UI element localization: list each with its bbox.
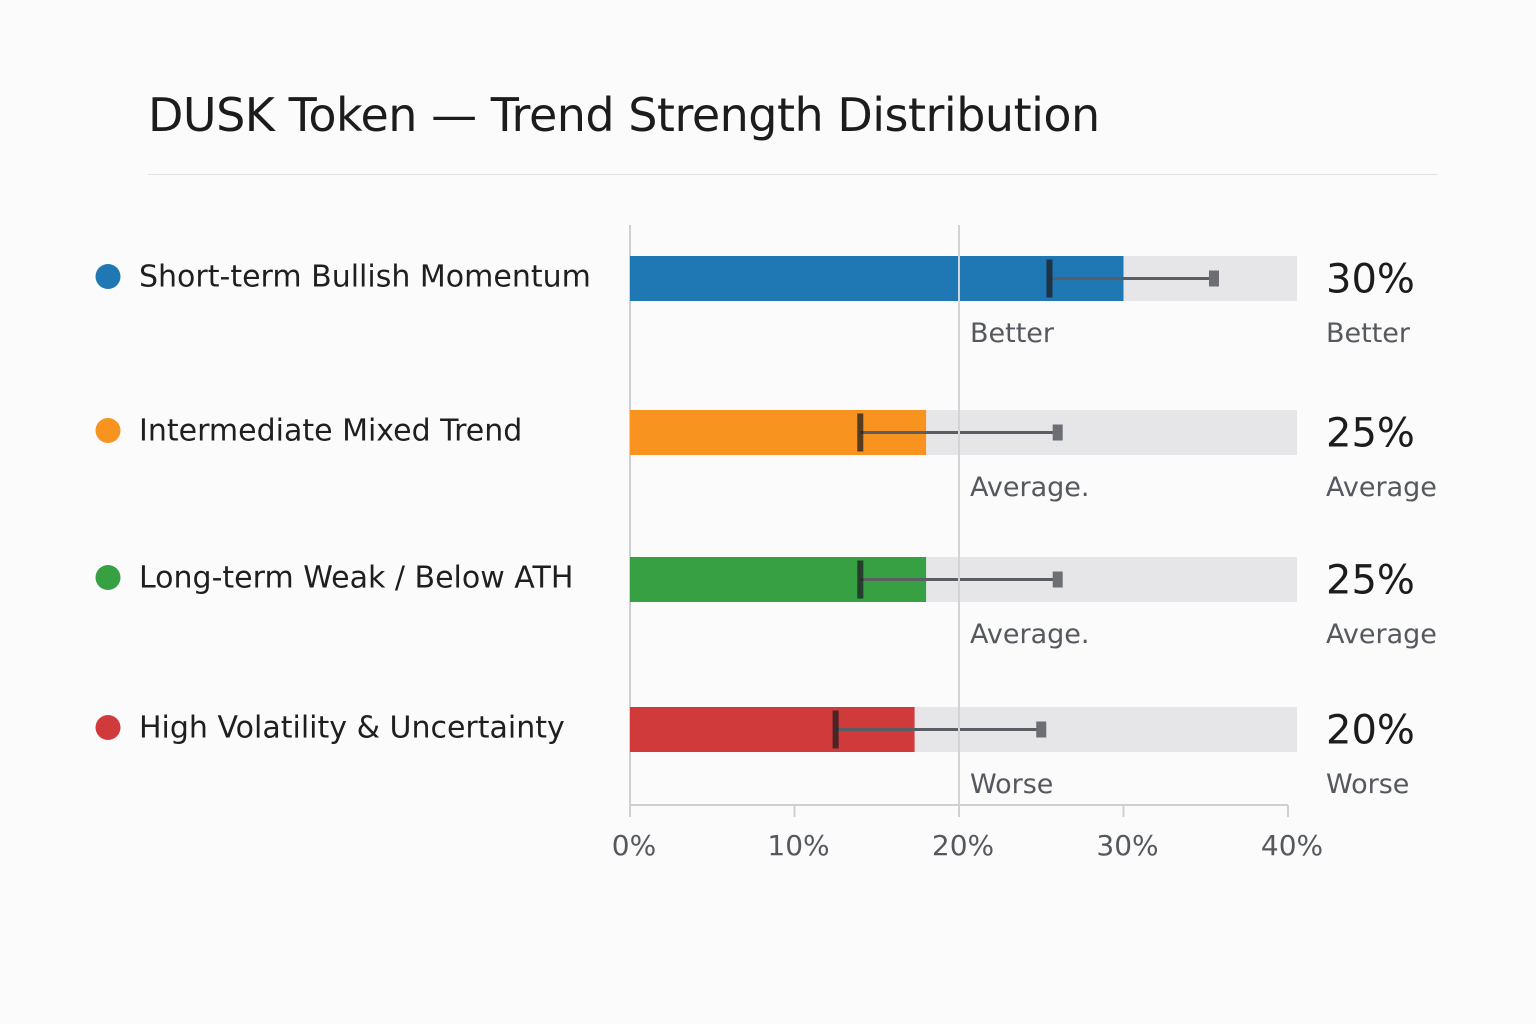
marker-tick — [832, 710, 839, 749]
category-dot — [95, 418, 121, 443]
rating-right: Average — [1326, 472, 1437, 503]
rating-right: Better — [1326, 318, 1411, 349]
range-end-cap — [1052, 424, 1063, 441]
rating-below-bar: Average. — [970, 619, 1089, 650]
value-label: 20% — [1326, 708, 1415, 754]
title-divider — [148, 174, 1438, 175]
category-label: Long-term Weak / Below ATH — [139, 561, 573, 596]
category-dot — [95, 565, 121, 590]
range-end-cap — [1036, 721, 1047, 738]
value-label: 30% — [1326, 257, 1415, 303]
category-dot — [95, 264, 121, 289]
rating-right: Worse — [1326, 769, 1409, 800]
category-label: Intermediate Mixed Trend — [139, 414, 522, 449]
marker-tick — [1046, 259, 1053, 298]
rating-right: Average — [1326, 619, 1437, 650]
x-tick-label: 30% — [1096, 829, 1158, 862]
value-label: 25% — [1326, 411, 1415, 457]
category-label: Short-term Bullish Momentum — [139, 260, 591, 295]
marker-tick — [857, 560, 864, 599]
x-tick-label: 0% — [612, 829, 656, 862]
chart-rows: Short-term Bullish Momentum Better 30% Bett… — [95, 225, 1437, 805]
range-end-cap — [1052, 571, 1063, 588]
range-end-cap — [1208, 270, 1219, 287]
x-tick-label: 10% — [767, 829, 829, 862]
category-label: High Volatility & Uncertainty — [139, 711, 565, 746]
rating-below-bar: Better — [970, 318, 1055, 349]
chart-axes: 0% 10% 20% 30% 40% — [612, 225, 1323, 862]
x-tick-label: 20% — [932, 829, 994, 862]
value-label: 25% — [1326, 558, 1415, 604]
chart-title: DUSK Token — Trend Strength Distribution — [148, 88, 1100, 142]
bar-value — [630, 256, 1124, 301]
rating-below-bar: Average. — [970, 472, 1089, 503]
rating-below-bar: Worse — [970, 769, 1053, 800]
category-dot — [95, 715, 121, 740]
marker-tick — [857, 413, 864, 452]
x-tick-label: 40% — [1261, 829, 1323, 862]
